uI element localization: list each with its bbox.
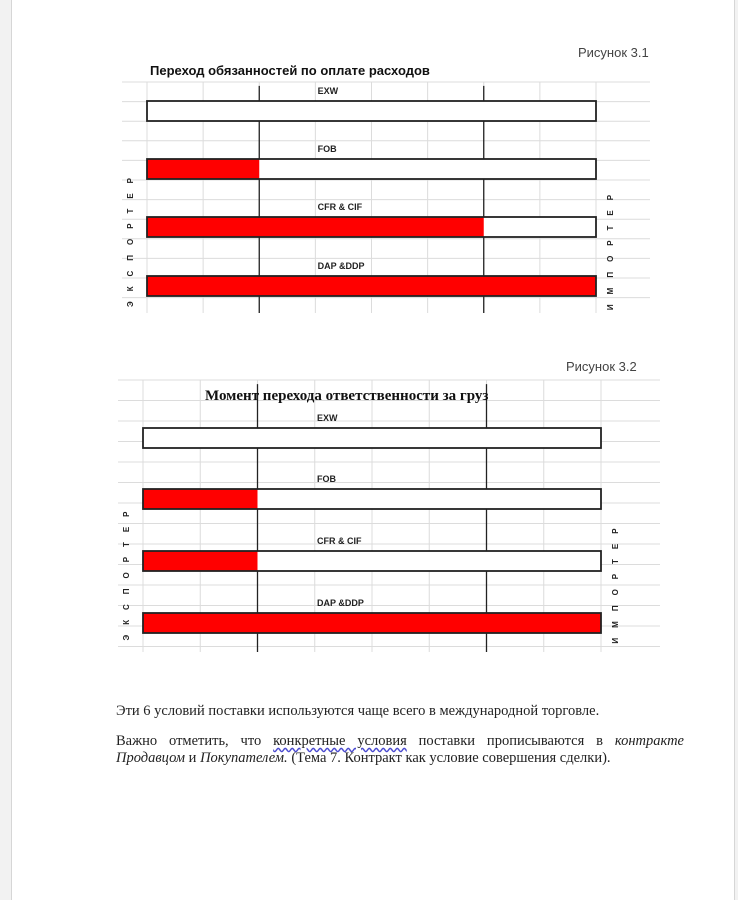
bar-label: EXW bbox=[317, 413, 338, 423]
exporter-side-label: ЭКСПОРТЕР bbox=[126, 168, 135, 307]
importer-side-label: ИМПОРТЕР bbox=[611, 518, 620, 643]
p2-italic: контракте Продавцом bbox=[116, 733, 684, 766]
bar-label: CFR & CIF bbox=[318, 202, 363, 212]
bar-outline bbox=[142, 488, 602, 510]
bar-label: FOB bbox=[318, 144, 337, 154]
p2-text: и bbox=[185, 750, 201, 766]
p2-text: (Тема 7. Контракт как условие совершения… bbox=[287, 750, 611, 766]
bar-fill bbox=[147, 217, 484, 237]
document-page bbox=[11, 0, 735, 900]
chart-title: Переход обязанностей по оплате расходов bbox=[150, 63, 430, 78]
figure-caption-2: Рисунок 3.2 bbox=[566, 359, 637, 374]
bar-fill bbox=[143, 551, 258, 571]
bar-fill bbox=[147, 159, 260, 179]
chart-title: Момент перехода ответственности за груз bbox=[205, 388, 488, 404]
p2-text: поставки прописываются в bbox=[406, 733, 615, 749]
importer-side-label: ИМПОРТЕР bbox=[606, 185, 615, 310]
paragraph-1: Эти 6 условий поставки используются чаще… bbox=[116, 703, 600, 719]
bar-outline bbox=[142, 550, 602, 572]
bar-outline bbox=[146, 100, 597, 122]
bar-fill bbox=[147, 276, 596, 296]
p2-italic: Покупателем. bbox=[200, 750, 288, 766]
bar-outline bbox=[142, 427, 602, 449]
bar-fill bbox=[143, 489, 258, 509]
figure-caption-1: Рисунок 3.1 bbox=[578, 45, 649, 60]
spellcheck-underlined-text[interactable]: конкретные условия bbox=[273, 733, 407, 749]
bar-outline bbox=[146, 216, 597, 238]
bar-outline bbox=[146, 158, 597, 180]
bar-track bbox=[143, 428, 601, 448]
bar-outline bbox=[142, 612, 602, 634]
bar-label: CFR & CIF bbox=[317, 536, 362, 546]
paragraph-2: Важно отметить, что конкретные условия п… bbox=[116, 733, 684, 767]
p2-text: Важно отметить, что bbox=[116, 733, 274, 749]
exporter-side-label: ЭКСПОРТЕР bbox=[122, 501, 131, 640]
bar-label: EXW bbox=[318, 86, 339, 96]
bar-outline bbox=[146, 275, 597, 297]
bar-label: DAP &DDP bbox=[318, 261, 365, 271]
bar-label: DAP &DDP bbox=[317, 598, 364, 608]
bar-track bbox=[147, 101, 596, 121]
bar-fill bbox=[143, 613, 601, 633]
bar-label: FOB bbox=[317, 474, 336, 484]
